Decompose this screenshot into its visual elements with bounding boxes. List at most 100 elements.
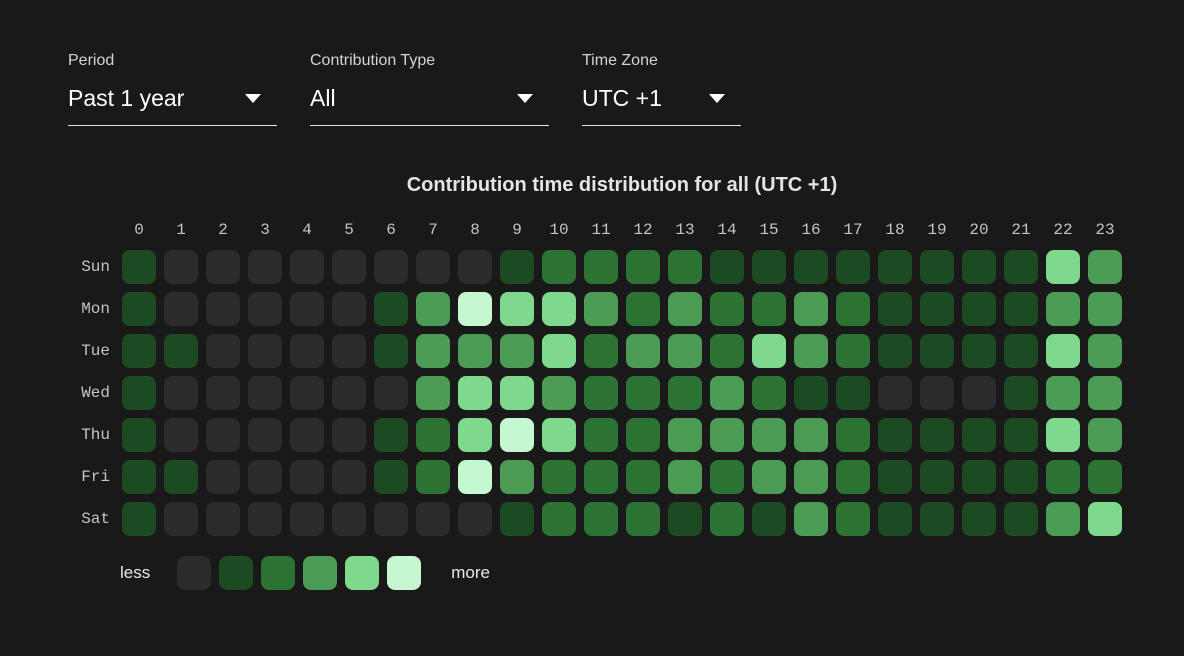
heatmap-cell [710, 334, 744, 368]
heatmap-cell [962, 418, 996, 452]
heatmap-cell [122, 292, 156, 326]
heatmap-cell [878, 460, 912, 494]
contribution-type-value: All [310, 85, 336, 111]
legend-swatch [261, 556, 296, 590]
legend-swatch [303, 556, 338, 590]
hour-axis-label: 4 [302, 221, 312, 239]
heatmap-cell [500, 250, 534, 284]
heatmap-cell [1004, 376, 1038, 410]
heatmap-cell [836, 502, 870, 536]
heatmap-cell [542, 376, 576, 410]
heatmap-cell [500, 376, 534, 410]
heatmap-cell [878, 292, 912, 326]
heatmap-cell [248, 292, 282, 326]
hour-axis-label: 6 [386, 221, 396, 239]
contribution-type-label: Contribution Type [310, 52, 436, 69]
heatmap-cell [1046, 502, 1080, 536]
heatmap-cell [626, 502, 660, 536]
heatmap-cell [458, 334, 492, 368]
contribution-type-dropdown[interactable]: Contribution Type All [310, 52, 549, 126]
period-value: Past 1 year [68, 85, 185, 111]
heatmap-cell [164, 250, 198, 284]
heatmap-cell [164, 292, 198, 326]
heatmap-cell [752, 502, 786, 536]
heatmap-cell [836, 334, 870, 368]
heatmap-cell [374, 502, 408, 536]
heatmap-cell [878, 334, 912, 368]
heatmap-cell [416, 250, 450, 284]
heatmap-cell [500, 460, 534, 494]
heatmap-cell [416, 376, 450, 410]
heatmap-cell [668, 418, 702, 452]
heatmap-cell [458, 250, 492, 284]
heatmap-cell [374, 418, 408, 452]
heatmap-cell [542, 250, 576, 284]
heatmap-cell [290, 250, 324, 284]
heatmap-cell [962, 250, 996, 284]
heatmap-cell [878, 376, 912, 410]
heatmap-cell [584, 376, 618, 410]
timezone-dropdown[interactable]: Time Zone UTC +1 [582, 52, 741, 126]
heatmap-cell [584, 250, 618, 284]
hour-axis-label: 2 [218, 221, 228, 239]
hour-axis-label: 21 [1011, 221, 1031, 239]
legend-swatch [345, 556, 380, 590]
heatmap-cell [878, 418, 912, 452]
heatmap-cell [374, 334, 408, 368]
heatmap-cell [1046, 418, 1080, 452]
heatmap-cell [416, 334, 450, 368]
heatmap-cell [836, 418, 870, 452]
heatmap-cell [794, 334, 828, 368]
heatmap-cell [164, 376, 198, 410]
heatmap-cell [542, 292, 576, 326]
heatmap-cell [1088, 376, 1122, 410]
heatmap-cell [416, 418, 450, 452]
heatmap-cell [290, 334, 324, 368]
heatmap-cell [1004, 418, 1038, 452]
heatmap-cell [206, 502, 240, 536]
legend-swatch [219, 556, 254, 590]
heatmap-cell [584, 292, 618, 326]
heatmap-cell [1088, 250, 1122, 284]
day-axis-label: Mon [81, 300, 110, 318]
heatmap-cell [962, 502, 996, 536]
heatmap-cell [416, 502, 450, 536]
heatmap-cell [332, 418, 366, 452]
heatmap-cell [122, 460, 156, 494]
hour-axis-label: 11 [591, 221, 611, 239]
heatmap-cell [206, 376, 240, 410]
period-value-row[interactable]: Past 1 year [68, 85, 277, 126]
heatmap-cell [920, 502, 954, 536]
period-dropdown[interactable]: Period Past 1 year [68, 52, 277, 126]
heatmap-cell [752, 334, 786, 368]
heatmap-cell [794, 376, 828, 410]
legend-swatch [387, 556, 422, 590]
heatmap-cell [248, 334, 282, 368]
heatmap-cell [164, 334, 198, 368]
heatmap-cell [164, 460, 198, 494]
timezone-value-row[interactable]: UTC +1 [582, 85, 741, 126]
heatmap-cell [1046, 376, 1080, 410]
heatmap-cell [1088, 334, 1122, 368]
timezone-value: UTC +1 [582, 85, 662, 111]
heatmap-corner [64, 218, 114, 242]
heatmap-cell [290, 460, 324, 494]
hour-axis-label: 9 [512, 221, 522, 239]
heatmap-cell [626, 292, 660, 326]
heatmap-cell [584, 334, 618, 368]
heatmap-cell [1088, 418, 1122, 452]
heatmap-cell [1004, 334, 1038, 368]
hour-axis-label: 18 [885, 221, 905, 239]
heatmap-cell [584, 460, 618, 494]
hour-axis-label: 17 [843, 221, 863, 239]
heatmap-cell [1004, 250, 1038, 284]
heatmap-cell [1004, 502, 1038, 536]
hour-axis-label: 22 [1053, 221, 1073, 239]
heatmap-cell [1046, 460, 1080, 494]
contribution-type-value-row[interactable]: All [310, 85, 549, 126]
timezone-label: Time Zone [582, 52, 658, 69]
hour-axis-label: 10 [549, 221, 569, 239]
heatmap-cell [668, 250, 702, 284]
heatmap-cell [920, 334, 954, 368]
